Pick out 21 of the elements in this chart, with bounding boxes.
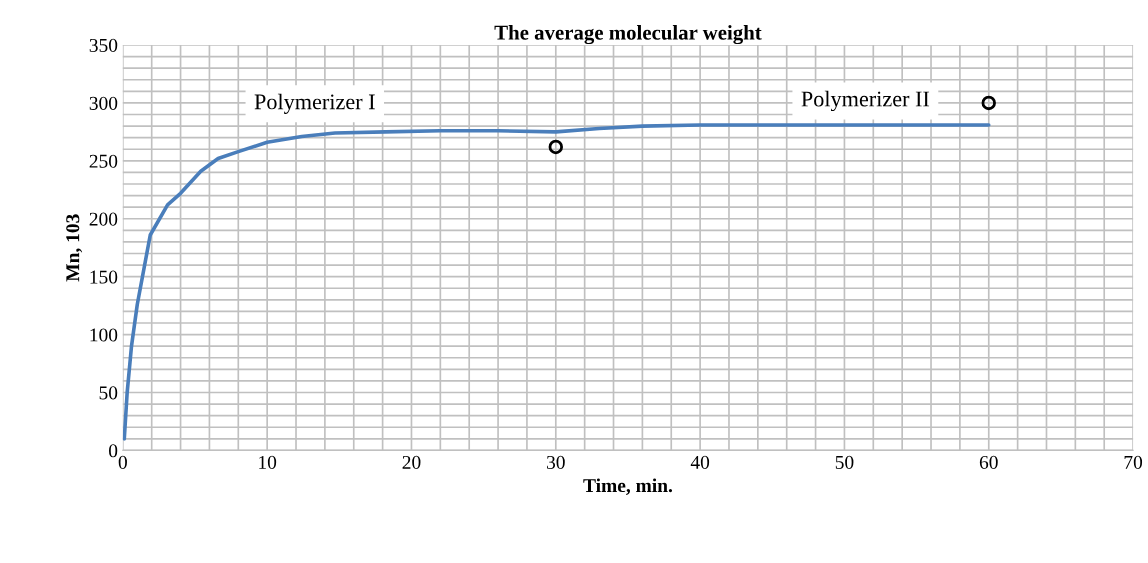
x-tick-label: 40 bbox=[690, 455, 710, 469]
y-tick-label: 100 bbox=[90, 328, 118, 342]
x-tick-label: 30 bbox=[547, 455, 565, 469]
y-tick-label: 150 bbox=[90, 270, 118, 284]
x-tick-label: 70 bbox=[1124, 455, 1143, 469]
y-tick-label: 50 bbox=[99, 386, 118, 400]
x-tick-label: 0 bbox=[118, 455, 127, 469]
y-tick-label: 250 bbox=[89, 154, 118, 168]
chart-title: The average molecular weight bbox=[494, 25, 762, 45]
y-tick-label: 0 bbox=[108, 444, 118, 458]
y-tick-label: 300 bbox=[89, 96, 118, 110]
y-tick-label: 350 bbox=[89, 38, 118, 52]
y-axis-title: Mn, 103 bbox=[66, 214, 83, 282]
y-tick-label: 200 bbox=[89, 212, 118, 226]
x-tick-label: 60 bbox=[979, 455, 998, 469]
annotation: Polymerizer I bbox=[254, 93, 375, 114]
x-axis-title: Time, min. bbox=[583, 478, 673, 495]
x-tick-label: 20 bbox=[402, 455, 421, 469]
x-tick-label: 10 bbox=[259, 455, 277, 469]
annotation: Polymerizer II bbox=[801, 90, 930, 112]
x-tick-label: 50 bbox=[835, 455, 854, 469]
